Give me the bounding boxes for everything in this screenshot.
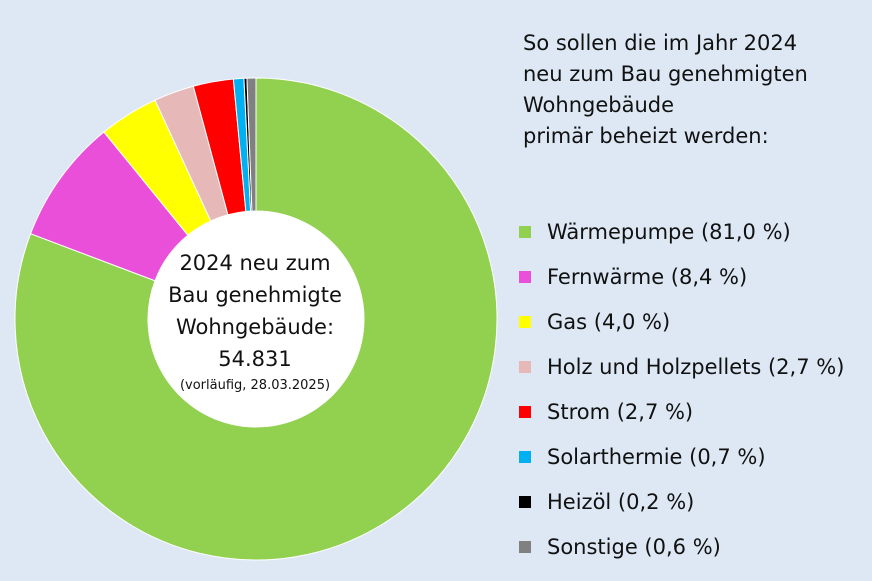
legend-item: Sonstige (0,6 %) [519,524,844,569]
legend-item: Strom (2,7 %) [519,390,844,435]
chart-title-line: Wohngebäude [523,93,675,117]
legend-item: Gas (4,0 %) [519,300,844,345]
chart-title: So sollen die im Jahr 2024 neu zum Bau g… [523,28,863,152]
legend-swatch [519,316,531,329]
legend-label: Gas (4,0 %) [547,310,671,335]
center-label-line: Bau genehmigte [168,283,342,307]
legend-label: Strom (2,7 %) [547,400,694,424]
legend-label: Wärmepumpe (81,0 %) [547,220,791,245]
legend-label: Heizöl (0,2 %) [547,489,695,514]
chart-title-line: neu zum Bau genehmigten [523,62,808,86]
legend: Wärmepumpe (81,0 %) Fernwärme (8,4 %) Ga… [519,210,844,569]
legend-item: Fernwärme (8,4 %) [519,255,844,300]
legend-label: Holz und Holzpellets (2,7 %) [547,355,845,380]
legend-swatch [519,271,531,284]
legend-swatch [519,450,531,463]
legend-item: Solarthermie (0,7 %) [519,434,844,479]
donut-center-label: 2024 neu zum Bau genehmigte Wohngebäude:… [140,247,370,394]
legend-item: Wärmepumpe (81,0 %) [519,210,844,255]
center-label-line: 2024 neu zum [179,251,331,275]
center-total-value: 54.831 [218,347,292,371]
center-note: (vorläufig, 28.03.2025) [179,378,331,393]
legend-swatch [519,226,531,239]
legend-item: Holz und Holzpellets (2,7 %) [519,345,844,390]
legend-swatch [519,495,531,508]
legend-swatch [519,540,531,553]
legend-swatch [519,406,531,418]
donut-hole [148,211,364,427]
legend-item: Heizöl (0,2 %) [519,479,844,524]
chart-title-line: So sollen die im Jahr 2024 [523,31,798,55]
legend-label: Sonstige (0,6 %) [547,534,721,559]
legend-label: Fernwärme (8,4 %) [547,265,748,290]
center-label-line: Wohngebäude: [175,315,335,339]
chart-title-line: primär beheizt werden: [523,124,769,148]
legend-label: Solarthermie (0,7 %) [547,444,766,469]
legend-swatch [519,361,531,374]
